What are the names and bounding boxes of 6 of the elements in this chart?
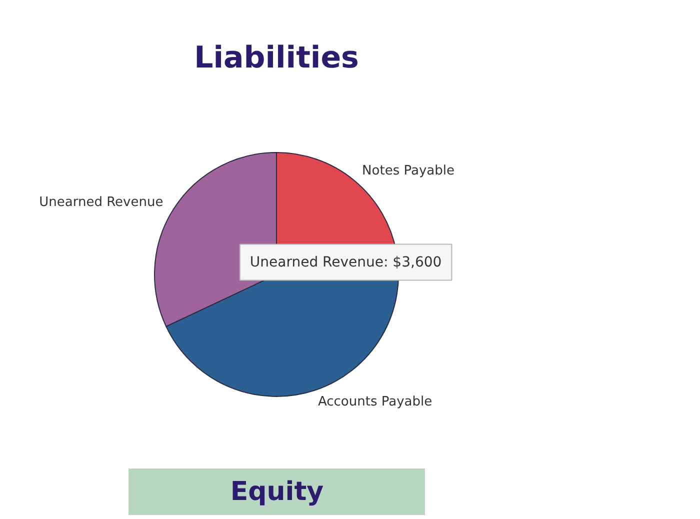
text: Unearned Revenue: $3,600: [250, 254, 442, 270]
chart-title: Liabilities: [194, 40, 359, 76]
slice-label: Notes Payable: [362, 164, 454, 179]
slice-label: Unearned Revenue: [39, 195, 164, 210]
text: Equity: [230, 477, 324, 507]
slice-label: Accounts Payable: [318, 394, 432, 410]
